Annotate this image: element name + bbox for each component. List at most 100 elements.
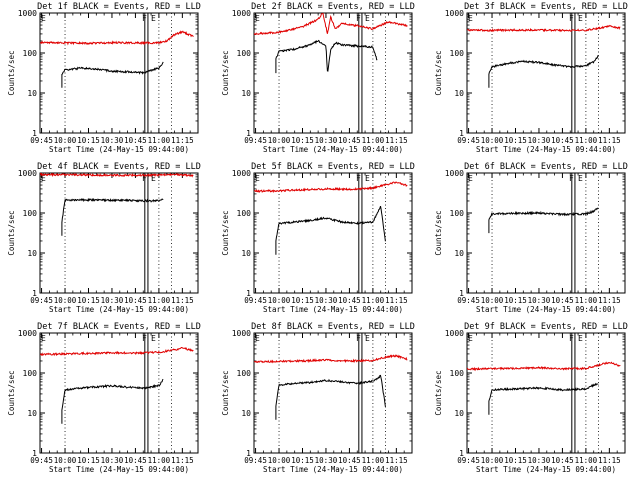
marker-letter-f: F — [142, 174, 147, 183]
marker-letter-e-start: E — [468, 174, 473, 183]
marker-letter-e-start: E — [41, 14, 46, 23]
x-tick-label: 09:45 — [30, 296, 53, 305]
y-tick-label: 1000 — [445, 169, 464, 178]
y-axis-label: Counts/sec — [434, 210, 443, 255]
plot-frame — [39, 172, 199, 294]
marker-letter-e-end: E — [151, 174, 156, 183]
marker-letter-f: F — [569, 334, 574, 343]
marker-letter-f: F — [356, 174, 361, 183]
events-series-line — [61, 378, 164, 424]
x-axis-label: Start Time (24-May-15 09:44:00) — [476, 305, 616, 314]
y-tick-label: 1 — [246, 289, 251, 298]
x-tick-label: 10:15 — [291, 456, 314, 465]
events-series-line — [61, 61, 164, 88]
events-series-line — [61, 197, 164, 236]
plot-frame — [39, 12, 199, 134]
y-tick-label: 1000 — [232, 9, 251, 18]
y-axis-label: Counts/sec — [434, 370, 443, 415]
x-tick-label: 10:30 — [528, 136, 551, 145]
x-tick-label: 10:00 — [54, 136, 77, 145]
marker-letter-e-end: E — [365, 334, 370, 343]
x-tick-label: 10:45 — [124, 136, 147, 145]
y-tick-label: 1000 — [18, 9, 37, 18]
lld-series-line — [467, 361, 621, 372]
y-tick-label: 1 — [246, 129, 251, 138]
x-tick-label: 09:45 — [30, 136, 53, 145]
lld-series-line — [467, 24, 621, 33]
x-tick-label: 10:00 — [54, 296, 77, 305]
lld-series-line — [40, 173, 194, 178]
x-tick-label: 10:30 — [101, 136, 124, 145]
marker-letter-e-end: E — [365, 174, 370, 183]
x-tick-label: 10:15 — [504, 296, 527, 305]
detector-panel-2: Det 2f BLACK = Events, RED = LLD 1 10 100 10… — [221, 2, 415, 154]
x-tick-label: 10:00 — [481, 296, 504, 305]
plot-frame — [39, 332, 199, 454]
y-tick-label: 10 — [241, 89, 251, 98]
events-series-line — [488, 54, 599, 88]
marker-letter-f: F — [356, 334, 361, 343]
x-tick-label: 11:00 — [148, 136, 171, 145]
y-tick-label: 10 — [241, 249, 251, 258]
y-axis-label: Counts/sec — [7, 50, 16, 95]
y-tick-label: 1000 — [232, 329, 251, 338]
x-axis-label: Start Time (24-May-15 09:44:00) — [476, 145, 616, 154]
x-tick-label: 10:30 — [101, 296, 124, 305]
panel-title: Det 2f BLACK = Events, RED = LLD — [251, 2, 415, 12]
marker-letter-e-end: E — [578, 334, 583, 343]
marker-letter-e-start: E — [41, 174, 46, 183]
x-tick-label: 10:15 — [291, 296, 314, 305]
marker-letter-f: F — [142, 334, 147, 343]
y-tick-label: 1000 — [18, 169, 37, 178]
detector-panel-4: Det 4f BLACK = Events, RED = LLD 1 10 100 10… — [7, 162, 201, 314]
marker-letter-e-start: E — [41, 334, 46, 343]
y-axis-label: Counts/sec — [7, 370, 16, 415]
lld-series-line — [254, 181, 408, 193]
marker-letter-e-start: E — [255, 174, 260, 183]
x-tick-label: 11:15 — [598, 296, 621, 305]
x-tick-label: 11:00 — [362, 456, 385, 465]
detector-panel-5: Det 5f BLACK = Events, RED = LLD 1 10 100 10… — [221, 162, 415, 314]
x-tick-label: 10:00 — [268, 296, 291, 305]
x-tick-label: 11:15 — [171, 136, 194, 145]
plot-frame — [466, 12, 626, 134]
panel-title: Det 3f BLACK = Events, RED = LLD — [464, 2, 628, 12]
y-tick-label: 100 — [237, 369, 252, 378]
x-tick-label: 10:15 — [77, 136, 100, 145]
x-tick-label: 10:45 — [338, 296, 361, 305]
x-tick-label: 11:15 — [171, 296, 194, 305]
x-axis-label: Start Time (24-May-15 09:44:00) — [263, 465, 403, 474]
y-tick-label: 10 — [27, 409, 37, 418]
detector-panel-9: Det 9f BLACK = Events, RED = LLD 1 10 100 10… — [434, 322, 628, 474]
y-axis-label: Counts/sec — [221, 370, 230, 415]
marker-letter-f: F — [569, 174, 574, 183]
x-axis-label: Start Time (24-May-15 09:44:00) — [49, 145, 189, 154]
y-tick-label: 100 — [237, 209, 252, 218]
detector-panel-6: Det 6f BLACK = Events, RED = LLD 1 10 100 10… — [434, 162, 628, 314]
x-tick-label: 10:15 — [504, 456, 527, 465]
marker-letter-e-start: E — [468, 334, 473, 343]
detector-panel-1: Det 1f BLACK = Events, RED = LLD 1 10 100 10… — [7, 2, 201, 154]
x-tick-label: 10:30 — [528, 296, 551, 305]
lld-series-line — [254, 13, 408, 36]
y-axis-label: Counts/sec — [434, 50, 443, 95]
y-tick-label: 1 — [459, 129, 464, 138]
marker-letter-f: F — [356, 14, 361, 23]
marker-letter-e-start: E — [255, 334, 260, 343]
x-tick-label: 09:45 — [457, 296, 480, 305]
lld-series-line — [40, 347, 194, 357]
panel-title: Det 1f BLACK = Events, RED = LLD — [37, 2, 201, 12]
x-tick-label: 11:00 — [362, 296, 385, 305]
y-tick-label: 10 — [27, 249, 37, 258]
x-tick-label: 11:15 — [385, 456, 408, 465]
marker-letter-e-end: E — [578, 174, 583, 183]
x-tick-label: 10:00 — [481, 136, 504, 145]
panel-title: Det 8f BLACK = Events, RED = LLD — [251, 322, 415, 332]
x-tick-label: 10:15 — [77, 296, 100, 305]
x-tick-label: 11:00 — [575, 456, 598, 465]
panel-title: Det 9f BLACK = Events, RED = LLD — [464, 322, 628, 332]
x-tick-label: 10:45 — [551, 296, 574, 305]
x-axis-label: Start Time (24-May-15 09:44:00) — [263, 145, 403, 154]
panel-title: Det 4f BLACK = Events, RED = LLD — [37, 162, 201, 172]
